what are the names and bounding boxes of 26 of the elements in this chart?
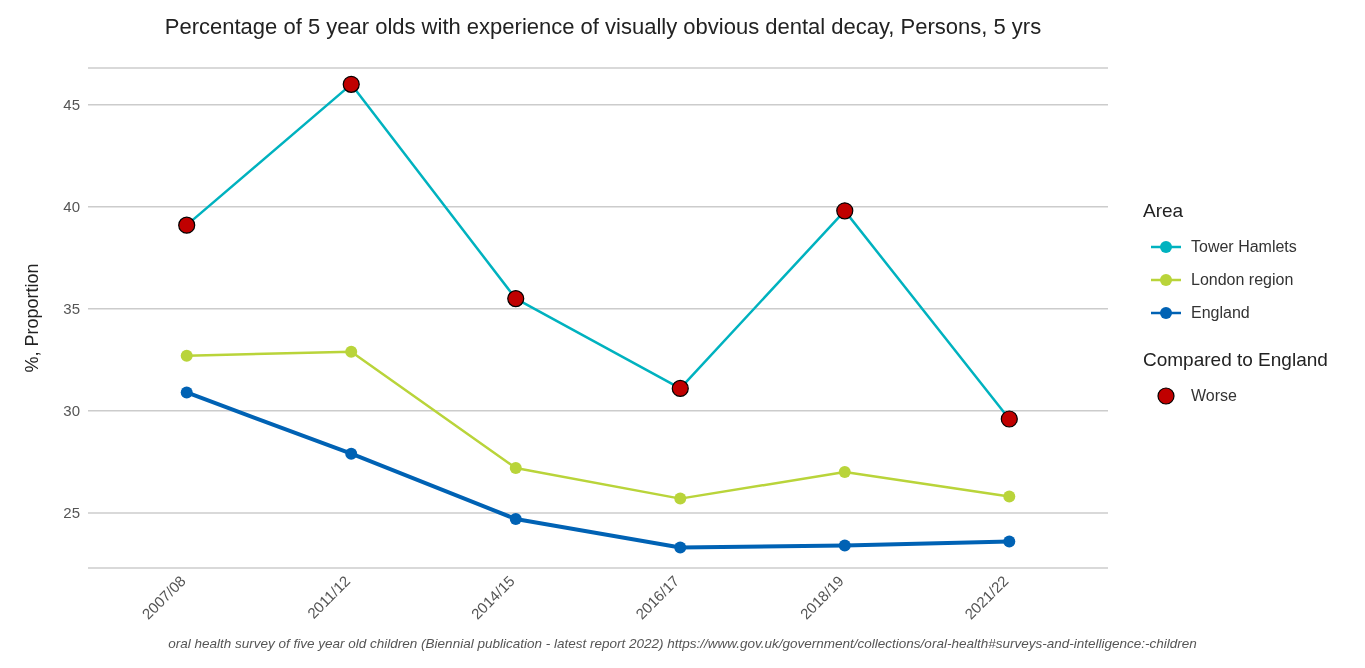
y-tick-label: 25 [63, 504, 80, 522]
point [345, 345, 358, 358]
legend-label: Worse [1191, 386, 1237, 405]
legend-title: Area [1143, 200, 1185, 222]
y-tick-label: 35 [63, 300, 80, 318]
legend-label: London region [1191, 270, 1294, 289]
point [180, 386, 193, 399]
point [674, 492, 687, 505]
y-axis-title: %, Proportion [22, 263, 43, 373]
point [1003, 490, 1016, 503]
point [838, 539, 851, 552]
point [345, 447, 358, 460]
point [509, 513, 522, 526]
y-tick-label: 45 [63, 96, 80, 114]
point [674, 541, 687, 554]
y-tick-label: 30 [63, 402, 80, 420]
text: oral health survey of five year old children (Biennial publication - latest report 2022) https://www.gov.uk/government/collections/oral-health#surveys-and-intelligence:-children [167, 636, 1198, 651]
point [838, 466, 851, 479]
legend-label: England [1191, 303, 1250, 322]
legend-label: Tower Hamlets [1191, 237, 1297, 256]
point [180, 349, 193, 362]
point [509, 462, 522, 474]
y-tick-label: 40 [63, 198, 80, 216]
point [1003, 535, 1016, 548]
text: Compared to England [1143, 349, 1328, 371]
chart-title: Percentage of 5 year olds with experience of visually obvious dental decay, Persons, 5 yrs [163, 14, 1043, 40]
